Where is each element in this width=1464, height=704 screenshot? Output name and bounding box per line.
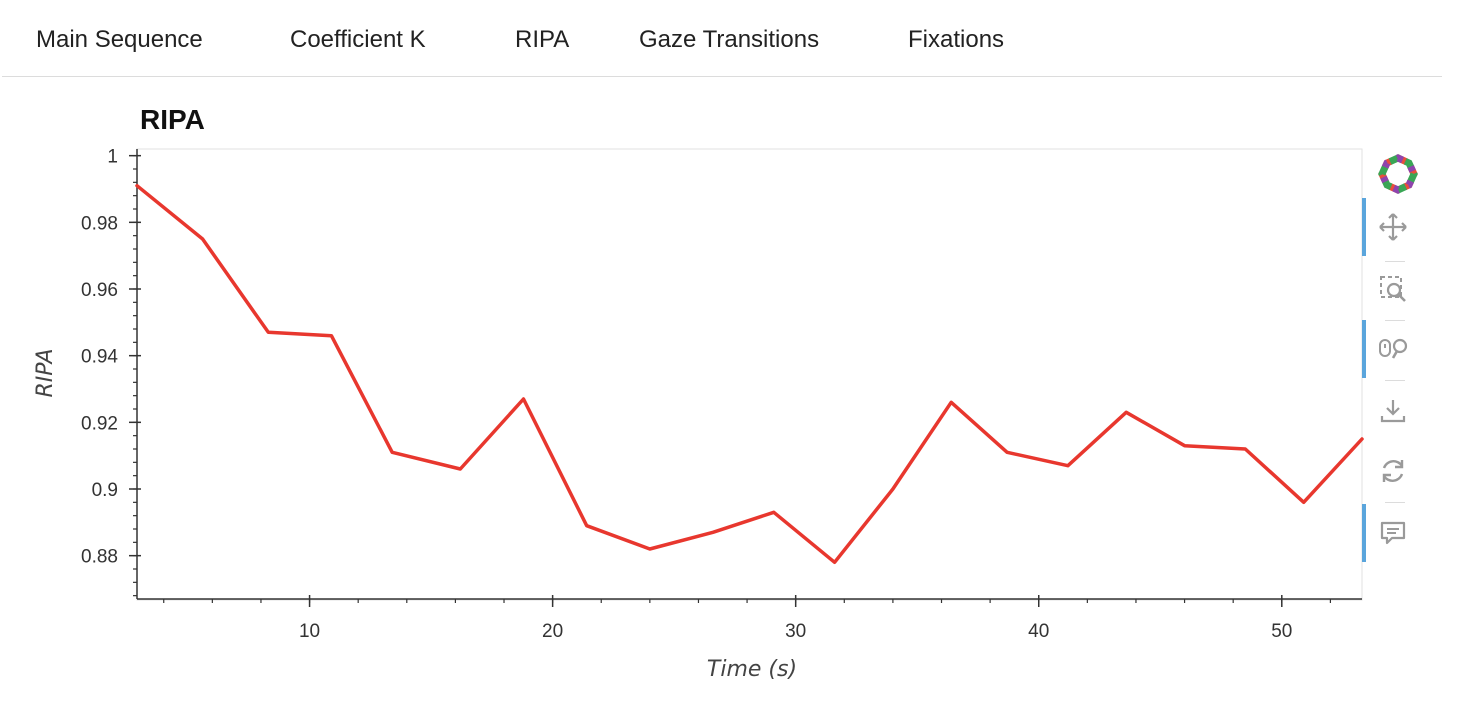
x-tick-label: 10 bbox=[299, 621, 320, 642]
wheel-zoom-icon bbox=[1379, 338, 1408, 359]
reset-icon bbox=[1382, 460, 1404, 482]
tab-baseline bbox=[2, 76, 1442, 77]
y-tick-label: 0.94 bbox=[81, 347, 118, 368]
x-tick-label: 30 bbox=[785, 621, 806, 642]
x-axis-label: Time (s) bbox=[707, 657, 797, 682]
active-indicator bbox=[1362, 320, 1366, 378]
save-icon bbox=[1380, 400, 1406, 423]
box-zoom-icon bbox=[1380, 276, 1406, 302]
reset-tool[interactable] bbox=[1362, 442, 1422, 500]
wheel-zoom-tool[interactable] bbox=[1362, 320, 1422, 378]
tab-gaze-transitions[interactable]: Gaze Transitions bbox=[639, 26, 820, 53]
x-tick-label: 40 bbox=[1028, 621, 1049, 642]
tab-fixations[interactable]: Fixations bbox=[908, 26, 1005, 53]
y-tick-label: 0.92 bbox=[81, 413, 118, 434]
y-tick-label: 0.88 bbox=[81, 547, 118, 568]
toolbar-divider bbox=[1385, 380, 1405, 381]
active-indicator bbox=[1362, 198, 1366, 256]
y-tick-label: 1 bbox=[107, 147, 118, 168]
ripa-series-line bbox=[135, 183, 1364, 565]
tab-coefficient-k[interactable]: Coefficient K bbox=[290, 26, 426, 53]
y-tick-label: 0.9 bbox=[92, 480, 118, 501]
tab-bar: Main Sequence Coefficient K RIPA Gaze Tr… bbox=[0, 0, 1442, 78]
pan-icon bbox=[1379, 213, 1407, 241]
ripa-line-chart[interactable]: 0.88 0.9 0.92 0.94 0.96 0.98 1 10 20 30 40 50 RIPA… bbox=[0, 140, 1364, 700]
toolbar-divider bbox=[1385, 502, 1405, 503]
x-tick-label: 50 bbox=[1271, 621, 1292, 642]
box-zoom-tool[interactable] bbox=[1362, 260, 1422, 318]
tab-main-sequence[interactable]: Main Sequence bbox=[36, 26, 203, 53]
pan-tool[interactable] bbox=[1362, 198, 1422, 256]
y-tick-label: 0.98 bbox=[81, 213, 118, 234]
plot-toolbar bbox=[1362, 140, 1422, 570]
plot-frame bbox=[136, 148, 1363, 601]
toolbar-divider bbox=[1385, 320, 1405, 321]
toolbar-divider bbox=[1385, 261, 1405, 262]
hover-tool[interactable] bbox=[1362, 504, 1422, 562]
active-indicator bbox=[1362, 504, 1366, 562]
hover-icon bbox=[1380, 521, 1406, 545]
series-group bbox=[135, 183, 1364, 565]
y-axis-label: RIPA bbox=[33, 349, 58, 398]
y-tick-label: 0.96 bbox=[81, 280, 118, 301]
y-axis: 0.88 0.9 0.92 0.94 0.96 0.98 1 bbox=[81, 147, 141, 599]
chart-title: RIPA bbox=[140, 104, 205, 135]
tab-ripa[interactable]: RIPA bbox=[515, 26, 570, 53]
x-axis: 10 20 30 40 50 bbox=[137, 595, 1362, 642]
x-tick-label: 20 bbox=[542, 621, 563, 642]
save-tool[interactable] bbox=[1362, 382, 1422, 440]
bokeh-logo-icon[interactable] bbox=[1362, 140, 1422, 198]
